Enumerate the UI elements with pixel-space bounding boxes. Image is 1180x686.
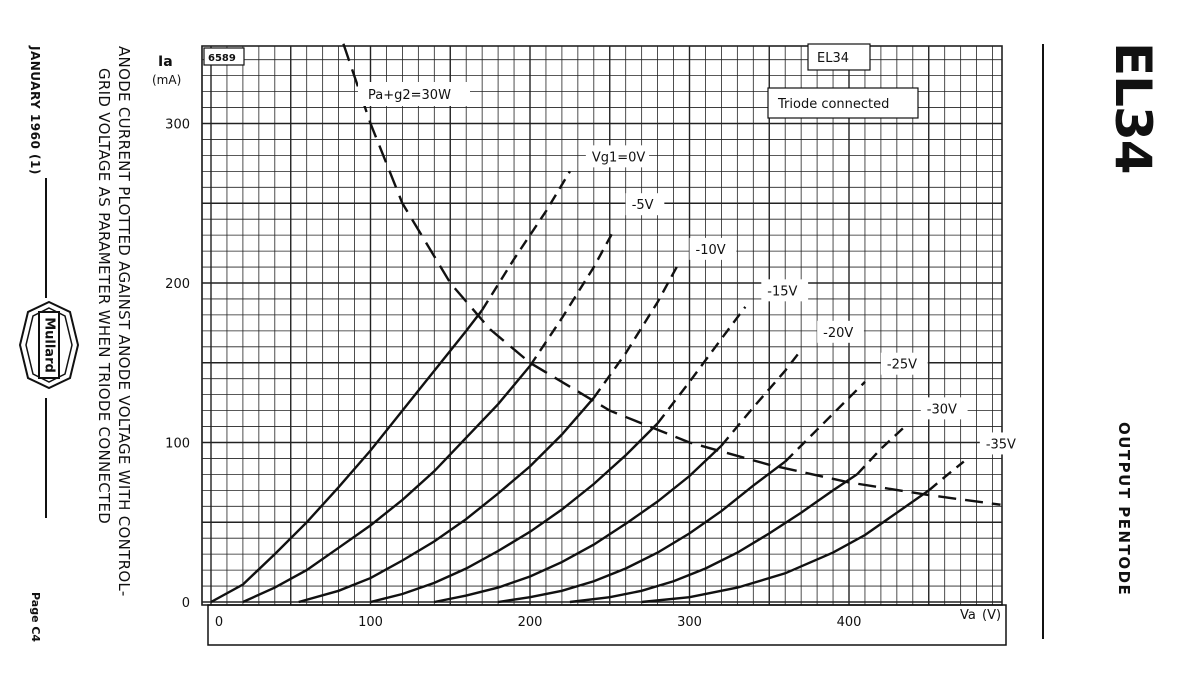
y-axis-unit: (mA) [152, 73, 181, 87]
chart-grid [201, 45, 1003, 606]
x-tick-label: 300 [677, 615, 702, 630]
y-tick-label: 0 [182, 596, 190, 611]
x-tick-label: 0 [215, 615, 223, 630]
series-dashed-line [720, 349, 803, 447]
series-solid-line [370, 422, 659, 604]
series-solid-line [497, 460, 786, 604]
series-solid-line [242, 365, 531, 604]
x-tick-label: 200 [518, 615, 543, 630]
series-label-bg [625, 193, 665, 216]
y-tick-label: 300 [165, 118, 190, 133]
ref-box [203, 47, 245, 66]
series-solid-line [434, 444, 723, 604]
series-solid-line [641, 489, 930, 604]
mullard-logo: Mullard [18, 300, 80, 390]
dissipation-label: Pa+g2=30W [368, 88, 451, 103]
ref-number: 6589 [208, 53, 236, 64]
chart-labels: Vg1=0V -5V -10V -15V -20V -25V -30V -35V Ia (mA) V… [152, 43, 1027, 623]
plot-border [201, 45, 1003, 606]
series-solid-line [298, 397, 595, 604]
connection-label-box [767, 87, 919, 119]
dissipation-curve [342, 43, 1001, 506]
series-label: -10V [696, 243, 726, 258]
series-label: -25V [887, 358, 917, 373]
series-label-bg [817, 320, 864, 343]
x-axis-label-strip [207, 604, 1007, 646]
left-divider-bottom [45, 398, 47, 518]
series-label: -30V [927, 402, 957, 417]
chart-curves [210, 43, 1001, 604]
series-dashed-line [856, 425, 906, 476]
x-axis-unit: (V) [982, 608, 1001, 623]
y-tick-label: 200 [165, 277, 190, 292]
series-label-bg [920, 397, 968, 420]
y-tick-label: 100 [165, 437, 190, 452]
connection-label: Triode connected [777, 97, 889, 112]
x-axis-label: Va [960, 608, 976, 623]
series-label: -5V [632, 198, 654, 213]
series-label-bg [585, 145, 650, 168]
series-dashed-line [529, 231, 614, 367]
series-label: Vg1=0V [592, 150, 646, 165]
series-solid-line [569, 473, 858, 604]
series-dashed-line [656, 306, 747, 425]
dissipation-label-bg [358, 82, 470, 106]
series-label-bg [689, 237, 737, 260]
series-dashed-line [481, 170, 571, 311]
series-label: -15V [767, 284, 797, 299]
tube-label-box [807, 43, 871, 71]
x-tick-label: 400 [837, 615, 862, 630]
series-label-bg [880, 352, 928, 375]
right-divider [1042, 44, 1044, 639]
chart-ticks: 0 100 200 300 0 100 200 300 400 [165, 118, 861, 631]
x-tick-label: 100 [358, 615, 383, 630]
y-axis-label: Ia [158, 54, 173, 70]
series-dashed-line [784, 381, 866, 463]
left-divider-top [45, 178, 47, 298]
series-label: -20V [823, 326, 853, 341]
series-label-bg [761, 279, 809, 302]
series-solid-line [210, 309, 484, 604]
series-dashed-line [928, 460, 965, 492]
series-dashed-line [592, 266, 678, 399]
tube-label: EL34 [817, 51, 849, 66]
series-label-bg [979, 432, 1027, 455]
logo-text: Mullard [42, 317, 57, 373]
series-label: -35V [986, 437, 1016, 452]
